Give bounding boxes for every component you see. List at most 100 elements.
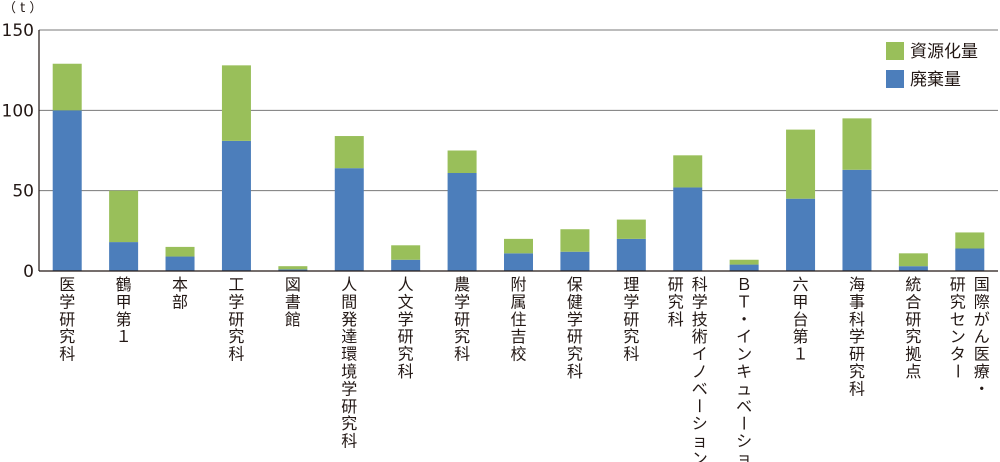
category-label-char: １ xyxy=(116,327,132,346)
category-label-char: 第 xyxy=(116,310,132,329)
category-label-char: 科 xyxy=(59,345,75,364)
category-label-char: 科 xyxy=(849,310,865,329)
bar-waste-2 xyxy=(165,256,195,271)
category-label-char: 事 xyxy=(849,292,865,311)
bar-recycled-6 xyxy=(391,245,421,260)
category-label-char: 学 xyxy=(341,379,357,398)
bar-recycled-1 xyxy=(109,190,139,243)
category-label-char: 科 xyxy=(341,432,357,451)
bar-waste-3 xyxy=(221,140,251,271)
category-label-char: 研 xyxy=(849,345,865,364)
category-label-char: 科 xyxy=(849,379,865,398)
category-label-char: 医 xyxy=(59,275,75,294)
category-label-char: 合 xyxy=(905,292,921,311)
category-label-char: 人 xyxy=(341,275,357,294)
category-label-char: 研 xyxy=(668,275,684,294)
category-label-char: 究 xyxy=(398,345,414,364)
category-label-char: 術 xyxy=(692,327,708,346)
category-label-char: 間 xyxy=(341,292,357,311)
category-label-char: ョ xyxy=(736,449,752,462)
bar-recycled-9 xyxy=(560,229,590,252)
category-label-char: 学 xyxy=(398,310,414,329)
category-label-char: 科 xyxy=(398,362,414,381)
bar-waste-5 xyxy=(334,168,364,271)
category-label-char: 図 xyxy=(285,275,301,294)
category-label-char: 科 xyxy=(668,310,684,329)
category-label-char: 究 xyxy=(454,327,470,346)
y-tick-label: 150 xyxy=(2,21,34,41)
bar-waste-13 xyxy=(786,198,816,271)
bar-waste-6 xyxy=(391,259,421,271)
category-label-char: セ xyxy=(950,310,966,329)
bar-waste-14 xyxy=(842,169,872,271)
category-label-char: 住 xyxy=(510,310,526,329)
category-label-char: 人 xyxy=(398,275,414,294)
category-label-char: 書 xyxy=(285,292,301,311)
category-label-char: 医 xyxy=(974,345,990,364)
category-label-char: 研 xyxy=(454,310,470,329)
category-label-char: キ xyxy=(736,362,752,381)
category-label-char: 拠 xyxy=(905,345,921,364)
category-label-char: 保 xyxy=(567,275,583,294)
category-label-char: 理 xyxy=(623,275,639,294)
category-label-char: 学 xyxy=(228,292,244,311)
bar-waste-12 xyxy=(729,264,759,271)
x-axis xyxy=(38,30,998,272)
category-label-char: 研 xyxy=(228,310,244,329)
category-label-char: 農 xyxy=(454,275,470,294)
bar-recycled-7 xyxy=(447,150,477,173)
category-label-char: 究 xyxy=(950,292,966,311)
category-label-char: が xyxy=(974,310,990,329)
category-label-char: ノ xyxy=(692,362,708,381)
bar-recycled-3 xyxy=(221,65,251,141)
y-axis-ticks: 0 50 100 150 xyxy=(2,21,34,282)
category-label-char: 学 xyxy=(454,292,470,311)
category-label-char: 研 xyxy=(567,327,583,346)
category-label-char: 究 xyxy=(228,327,244,346)
bar-waste-0 xyxy=(52,110,82,271)
category-label-char: 達 xyxy=(341,327,357,346)
category-label-char: 甲 xyxy=(793,292,809,311)
category-label-char: 研 xyxy=(59,310,75,329)
bar-waste-9 xyxy=(560,251,590,271)
category-label-char: ベ xyxy=(736,397,752,416)
legend-label: 資源化量 xyxy=(910,42,978,62)
category-label-char: ー xyxy=(734,415,753,431)
bar-recycled-12 xyxy=(729,259,759,265)
bar-recycled-5 xyxy=(334,136,364,169)
category-label-char: 校 xyxy=(510,345,526,364)
category-label-char: 研 xyxy=(623,310,639,329)
category-label-char: Ｔ xyxy=(736,292,752,311)
legend-swatch-recycled xyxy=(886,42,904,60)
legend-label: 廃棄量 xyxy=(910,70,961,90)
category-label-char: 鶴 xyxy=(116,275,132,294)
category-label-char: 部 xyxy=(172,292,188,311)
category-label-char: ン xyxy=(692,449,708,462)
legend-swatch-waste xyxy=(886,70,904,88)
category-label-char: ン xyxy=(950,327,966,346)
category-label-char: 技 xyxy=(692,310,708,329)
category-label-char: 研 xyxy=(398,327,414,346)
bar-waste-8 xyxy=(504,253,533,271)
category-label-char: 工 xyxy=(228,275,244,294)
category-label-char: 療 xyxy=(974,362,990,381)
bar-waste-11 xyxy=(673,187,703,271)
category-label-char: ョ xyxy=(692,432,708,451)
category-label-char: ベ xyxy=(692,379,708,398)
category-label-char: ・ xyxy=(736,310,752,329)
category-label-char: 科 xyxy=(692,275,708,294)
category-label-char: 科 xyxy=(454,345,470,364)
category-label-char: 甲 xyxy=(116,292,132,311)
category-label-char: 環 xyxy=(341,345,357,364)
bar-waste-1 xyxy=(109,242,139,271)
category-labels: 医学研究科鶴甲第１本部工学研究科図書館人間発達環境学研究科人文学研究科農学研究科… xyxy=(59,275,990,462)
category-label-char: 科 xyxy=(567,362,583,381)
category-label-char: １ xyxy=(793,345,809,364)
category-label-char: シ xyxy=(692,414,708,433)
category-label-char: 究 xyxy=(341,414,357,433)
category-label-char: 科 xyxy=(623,345,639,364)
bar-recycled-13 xyxy=(786,129,816,199)
category-label-char: 究 xyxy=(849,362,865,381)
category-label-char: 学 xyxy=(849,327,865,346)
